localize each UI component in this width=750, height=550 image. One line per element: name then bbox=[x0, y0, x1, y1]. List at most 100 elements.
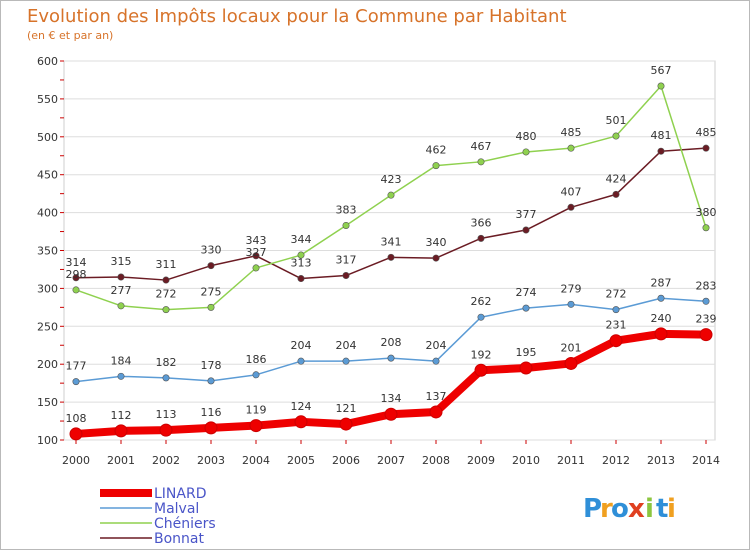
logo-letter: o bbox=[611, 494, 629, 524]
y-tick-label: 450 bbox=[37, 169, 58, 182]
data-label: 377 bbox=[516, 208, 537, 221]
data-point bbox=[654, 327, 668, 341]
data-point bbox=[162, 276, 170, 284]
data-label: 272 bbox=[156, 288, 177, 301]
data-label: 178 bbox=[201, 359, 222, 372]
data-label: 262 bbox=[471, 295, 492, 308]
data-point bbox=[342, 221, 350, 229]
data-label: 116 bbox=[201, 406, 222, 419]
x-tick-label: 2006 bbox=[332, 454, 360, 467]
data-label: 330 bbox=[201, 244, 222, 257]
data-label: 272 bbox=[606, 288, 627, 301]
data-label: 317 bbox=[336, 254, 357, 267]
data-point bbox=[519, 361, 533, 375]
data-label: 480 bbox=[516, 130, 537, 143]
x-tick-label: 2013 bbox=[647, 454, 675, 467]
data-point bbox=[252, 264, 260, 272]
y-tick-label: 250 bbox=[37, 320, 58, 333]
data-point bbox=[159, 423, 173, 437]
data-point bbox=[249, 419, 263, 433]
data-point bbox=[297, 275, 305, 283]
data-label: 121 bbox=[336, 402, 357, 415]
data-point bbox=[522, 226, 530, 234]
data-label: 315 bbox=[111, 255, 132, 268]
logo-letter: r bbox=[600, 494, 613, 524]
y-tick-label: 300 bbox=[37, 282, 58, 295]
data-label: 279 bbox=[561, 282, 582, 295]
data-point bbox=[609, 334, 623, 348]
data-point bbox=[297, 251, 305, 259]
data-point bbox=[657, 147, 665, 155]
data-point bbox=[564, 356, 578, 370]
x-tick-label: 2002 bbox=[152, 454, 180, 467]
data-point bbox=[207, 303, 215, 311]
x-tick-label: 2003 bbox=[197, 454, 225, 467]
data-point bbox=[162, 306, 170, 314]
data-point bbox=[702, 224, 710, 232]
data-point bbox=[567, 300, 575, 308]
data-label: 275 bbox=[201, 285, 222, 298]
data-point bbox=[657, 294, 665, 302]
axes: 100 150 200 250 300 350 400 450 500 550 600 2000 200… bbox=[37, 55, 720, 467]
data-point bbox=[522, 148, 530, 156]
data-label: 124 bbox=[291, 400, 312, 413]
data-point bbox=[699, 328, 713, 342]
series-group bbox=[69, 82, 713, 441]
data-point bbox=[162, 374, 170, 382]
data-label: 424 bbox=[606, 172, 627, 185]
data-point bbox=[72, 286, 80, 294]
data-point bbox=[252, 371, 260, 379]
data-point bbox=[702, 144, 710, 152]
data-label: 327 bbox=[246, 246, 267, 259]
data-label: 137 bbox=[426, 390, 447, 403]
data-point bbox=[207, 262, 215, 270]
data-label: 204 bbox=[336, 339, 357, 352]
data-label: 112 bbox=[111, 409, 132, 422]
data-point bbox=[612, 190, 620, 198]
data-label: 108 bbox=[66, 412, 87, 425]
data-label: 277 bbox=[111, 284, 132, 297]
data-label: 481 bbox=[651, 129, 672, 142]
data-label: 240 bbox=[651, 312, 672, 325]
data-point bbox=[522, 304, 530, 312]
y-tick-label: 150 bbox=[37, 396, 58, 409]
data-label: 485 bbox=[561, 126, 582, 139]
data-point bbox=[384, 407, 398, 421]
logo-letter: P bbox=[583, 494, 602, 524]
data-label: 195 bbox=[516, 346, 537, 359]
data-label: 239 bbox=[696, 313, 717, 326]
x-tick-label: 2000 bbox=[62, 454, 90, 467]
logo-letter: i bbox=[667, 494, 676, 524]
data-label: 274 bbox=[516, 286, 537, 299]
x-tick-label: 2001 bbox=[107, 454, 135, 467]
data-label: 343 bbox=[246, 234, 267, 247]
y-tick-label: 200 bbox=[37, 358, 58, 371]
data-point bbox=[342, 272, 350, 280]
data-label: 380 bbox=[696, 206, 717, 219]
data-point bbox=[117, 302, 125, 310]
data-label: 313 bbox=[291, 257, 312, 270]
data-label: 383 bbox=[336, 203, 357, 216]
data-label: 134 bbox=[381, 392, 402, 405]
data-point bbox=[294, 415, 308, 429]
data-point bbox=[297, 357, 305, 365]
data-point bbox=[69, 427, 83, 441]
grid bbox=[63, 60, 716, 441]
data-point bbox=[429, 405, 443, 419]
legend-label: Chéniers bbox=[154, 516, 216, 532]
y-tick-label: 350 bbox=[37, 245, 58, 258]
data-point bbox=[477, 158, 485, 166]
data-label: 341 bbox=[381, 235, 402, 248]
x-tick-label: 2009 bbox=[467, 454, 495, 467]
data-label: 340 bbox=[426, 236, 447, 249]
x-tick-label: 2008 bbox=[422, 454, 450, 467]
data-label: 423 bbox=[381, 173, 402, 186]
y-tick-label: 400 bbox=[37, 207, 58, 220]
data-label: 287 bbox=[651, 276, 672, 289]
legend-label: LINARD bbox=[154, 486, 207, 502]
data-label: 231 bbox=[606, 319, 627, 332]
y-tick-label: 600 bbox=[37, 55, 58, 68]
data-label: 119 bbox=[246, 404, 267, 417]
data-label: 462 bbox=[426, 144, 447, 157]
